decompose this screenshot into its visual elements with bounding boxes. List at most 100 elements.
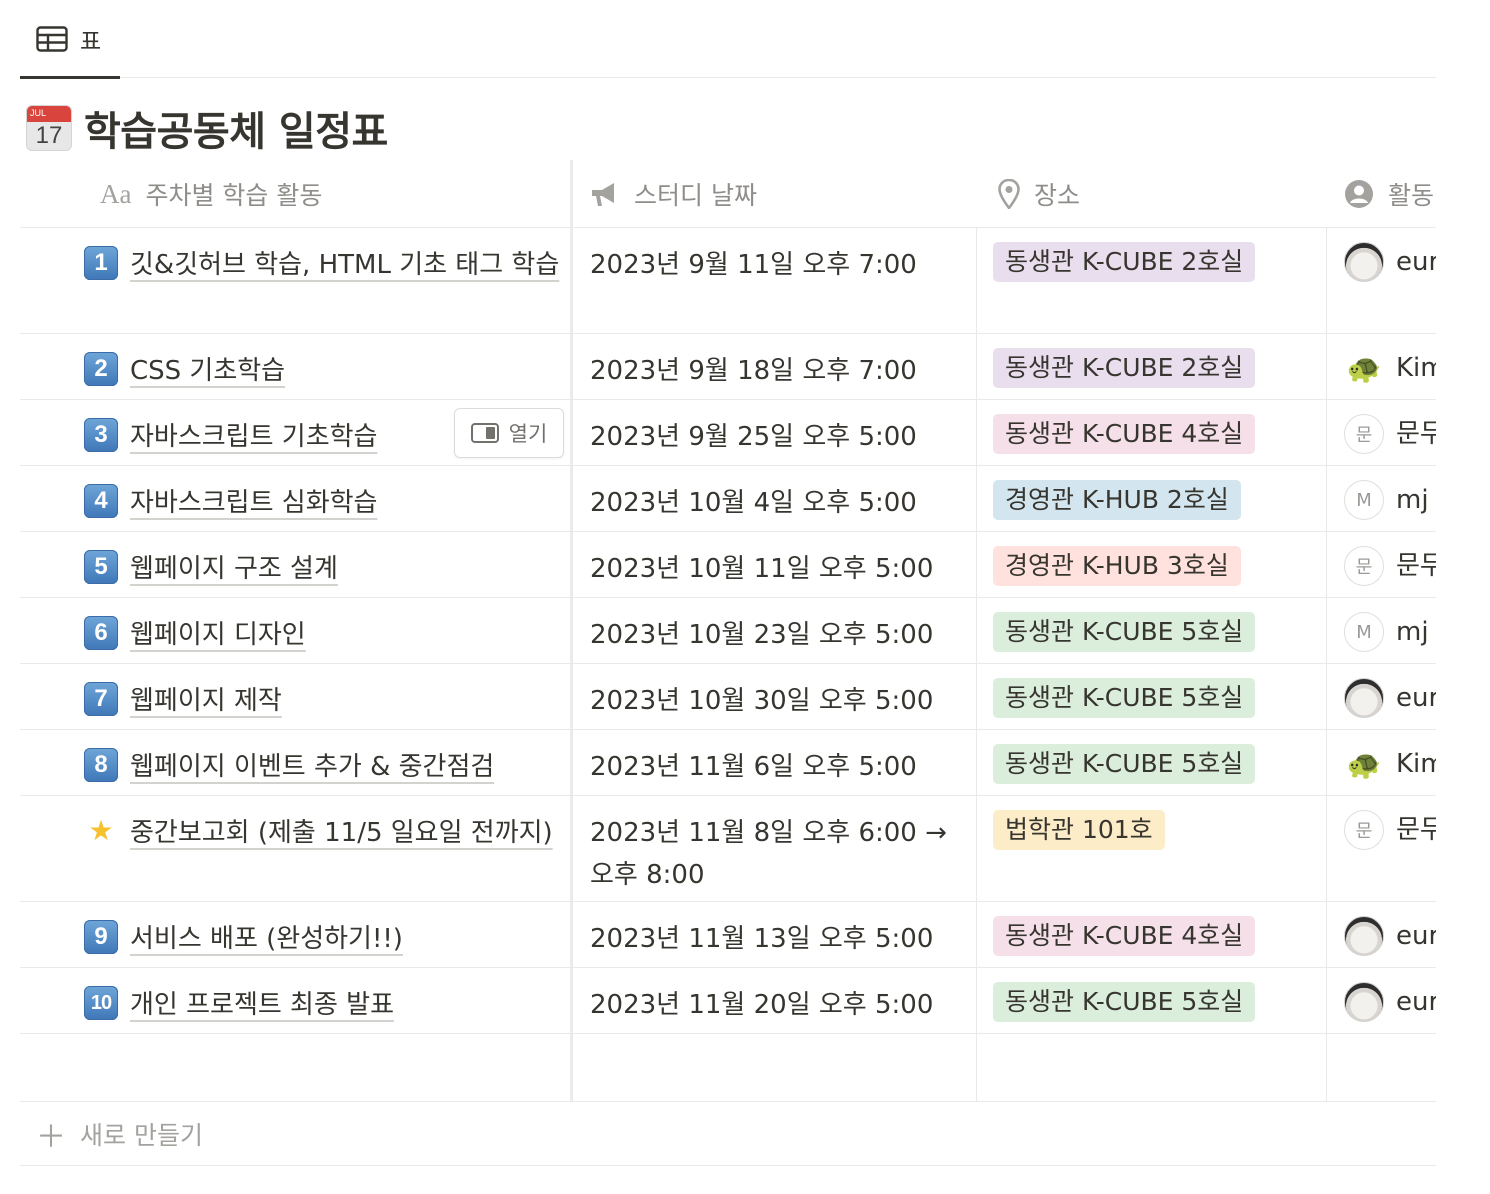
turtle-avatar-icon: 🐢 bbox=[1346, 351, 1382, 385]
place-cell[interactable]: 동생관 K-CUBE 5호실 bbox=[993, 664, 1327, 729]
place-cell[interactable]: 법학관 101호 bbox=[993, 796, 1327, 901]
person-name: Kim bbox=[1396, 749, 1436, 779]
date-text: 2023년 9월 11일 오후 7:00 bbox=[590, 250, 917, 280]
table-row[interactable]: 3 자바스크립트 기초학습 열기 2023년 9월 25일 오후 5:00 동생관 K-… bbox=[20, 400, 1436, 466]
column-header-place[interactable]: 장소 bbox=[998, 160, 1080, 228]
number-badge-icon: 5 bbox=[84, 549, 118, 584]
tab-table-view[interactable]: 표 bbox=[20, 0, 120, 79]
schedule-table: Aa 주차별 학습 활동 스터디 날짜 장소 활동 1 깃&깃허브 학습, HTM… bbox=[20, 160, 1436, 1102]
activity-cell[interactable]: 5 웹페이지 구조 설계 bbox=[84, 532, 574, 597]
activity-cell[interactable]: 3 자바스크립트 기초학습 bbox=[84, 400, 574, 465]
activity-title[interactable]: CSS 기초학습 bbox=[130, 356, 286, 386]
calendar-icon-month: JUL bbox=[30, 108, 47, 118]
new-row-button[interactable]: ＋ 새로 만들기 bbox=[20, 1102, 1436, 1166]
page-title-text: 학습공동체 일정표 bbox=[84, 109, 388, 155]
activity-title[interactable]: 웹페이지 구조 설계 bbox=[130, 554, 338, 584]
activity-cell[interactable]: 6 웹페이지 디자인 bbox=[84, 598, 574, 663]
date-cell[interactable]: 2023년 11월 20일 오후 5:00 bbox=[590, 968, 974, 1033]
table-row[interactable]: 6 웹페이지 디자인 2023년 10월 23일 오후 5:00 동생관 K-CUBE… bbox=[20, 598, 1436, 664]
table-row[interactable]: 8 웹페이지 이벤트 추가 & 중간점검 2023년 11월 6일 오후 5:00 동… bbox=[20, 730, 1436, 796]
person-cell[interactable]: eur bbox=[1344, 228, 1436, 333]
place-cell[interactable]: 동생관 K-CUBE 4호실 bbox=[993, 902, 1327, 967]
activity-title[interactable]: 웹페이지 제작 bbox=[130, 686, 282, 716]
place-tag: 동생관 K-CUBE 5호실 bbox=[993, 744, 1256, 784]
activity-cell[interactable]: 9 서비스 배포 (완성하기!!) bbox=[84, 902, 574, 967]
date-cell[interactable]: 2023년 11월 13일 오후 5:00 bbox=[590, 902, 974, 967]
date-cell[interactable]: 2023년 11월 6일 오후 5:00 bbox=[590, 730, 974, 795]
table-row[interactable]: 5 웹페이지 구조 설계 2023년 10월 11일 오후 5:00 경영관 K-HU… bbox=[20, 532, 1436, 598]
date-cell[interactable]: 2023년 9월 18일 오후 7:00 bbox=[590, 334, 974, 399]
place-cell[interactable]: 동생관 K-CUBE 5호실 bbox=[993, 730, 1327, 795]
date-text: 2023년 10월 23일 오후 5:00 bbox=[590, 620, 934, 650]
column-header-activity[interactable]: Aa 주차별 학습 활동 bbox=[100, 160, 322, 228]
date-cell[interactable]: 2023년 10월 23일 오후 5:00 bbox=[590, 598, 974, 663]
person-cell[interactable]: eur bbox=[1344, 968, 1436, 1033]
place-cell[interactable]: 경영관 K-HUB 3호실 bbox=[993, 532, 1327, 597]
person-cell[interactable]: 문 문두 bbox=[1344, 532, 1436, 597]
date-text: 2023년 11월 20일 오후 5:00 bbox=[590, 990, 934, 1020]
activity-title[interactable]: 웹페이지 디자인 bbox=[130, 620, 306, 650]
person-cell[interactable]: 🐢 Kim bbox=[1344, 730, 1436, 795]
table-row[interactable]: 10 개인 프로젝트 최종 발표 2023년 11월 20일 오후 5:00 동생관 … bbox=[20, 968, 1436, 1034]
place-cell[interactable]: 동생관 K-CUBE 4호실 bbox=[993, 400, 1327, 465]
activity-title[interactable]: 자바스크립트 심화학습 bbox=[130, 488, 378, 518]
person-cell[interactable]: 문 문두 bbox=[1344, 400, 1436, 465]
place-cell[interactable]: 동생관 K-CUBE 2호실 bbox=[993, 228, 1327, 333]
person-cell[interactable]: eur bbox=[1344, 664, 1436, 729]
table-row[interactable]: 1 깃&깃허브 학습, HTML 기초 태그 학습 2023년 9월 11일 오후 … bbox=[20, 228, 1436, 334]
view-tabbar: 표 bbox=[20, 0, 1436, 79]
date-text: 2023년 9월 18일 오후 7:00 bbox=[590, 356, 917, 386]
date-cell[interactable]: 2023년 9월 25일 오후 5:00 bbox=[590, 400, 974, 465]
activity-title[interactable]: 웹페이지 이벤트 추가 & 중간점검 bbox=[130, 752, 495, 782]
date-cell[interactable]: 2023년 10월 11일 오후 5:00 bbox=[590, 532, 974, 597]
person-name: 문두 bbox=[1396, 419, 1436, 449]
activity-cell[interactable]: 4 자바스크립트 심화학습 bbox=[84, 466, 574, 531]
place-cell[interactable]: 경영관 K-HUB 2호실 bbox=[993, 466, 1327, 531]
place-cell[interactable]: 동생관 K-CUBE 2호실 bbox=[993, 334, 1327, 399]
column-header-person[interactable]: 활동 bbox=[1344, 160, 1434, 228]
person-name: 문두 bbox=[1396, 815, 1436, 845]
person-name: eur bbox=[1396, 921, 1436, 951]
megaphone-icon bbox=[590, 180, 620, 208]
date-cell[interactable]: 2023년 11월 8일 오후 6:00 → 오후 8:00 bbox=[590, 796, 974, 901]
table-row[interactable]: 7 웹페이지 제작 2023년 10월 30일 오후 5:00 동생관 K-CUBE … bbox=[20, 664, 1436, 730]
place-cell[interactable]: 동생관 K-CUBE 5호실 bbox=[993, 598, 1327, 663]
activity-title[interactable]: 서비스 배포 (완성하기!!) bbox=[130, 924, 403, 954]
column-header-label: 스터디 날짜 bbox=[634, 181, 757, 210]
date-cell[interactable]: 2023년 10월 30일 오후 5:00 bbox=[590, 664, 974, 729]
activity-title[interactable]: 자바스크립트 기초학습 bbox=[130, 422, 378, 452]
person-cell[interactable]: 🐢 Kim bbox=[1344, 334, 1436, 399]
activity-title[interactable]: 개인 프로젝트 최종 발표 bbox=[130, 990, 394, 1020]
table-row[interactable]: 9 서비스 배포 (완성하기!!) 2023년 11월 13일 오후 5:00 동생관… bbox=[20, 902, 1436, 968]
place-tag: 동생관 K-CUBE 5호실 bbox=[993, 612, 1256, 652]
number-badge-icon: 4 bbox=[84, 483, 118, 518]
column-header-label: 장소 bbox=[1034, 181, 1081, 210]
person-cell[interactable]: eur bbox=[1344, 902, 1436, 967]
person-name: mj bbox=[1396, 485, 1429, 515]
activity-cell[interactable]: ★ 중간보고회 (제출 11/5 일요일 전까지) bbox=[84, 796, 574, 901]
table-row[interactable]: 4 자바스크립트 심화학습 2023년 10월 4일 오후 5:00 경영관 K-HU… bbox=[20, 466, 1436, 532]
open-page-button[interactable]: 열기 bbox=[454, 408, 564, 458]
place-cell[interactable]: 동생관 K-CUBE 5호실 bbox=[993, 968, 1327, 1033]
activity-cell[interactable]: 7 웹페이지 제작 bbox=[84, 664, 574, 729]
date-cell[interactable]: 2023년 10월 4일 오후 5:00 bbox=[590, 466, 974, 531]
activity-cell[interactable]: 2 CSS 기초학습 bbox=[84, 334, 574, 399]
empty-table-row[interactable] bbox=[20, 1034, 1436, 1102]
place-tag: 동생관 K-CUBE 5호실 bbox=[993, 678, 1256, 718]
activity-cell[interactable]: 1 깃&깃허브 학습, HTML 기초 태그 학습 bbox=[84, 228, 574, 333]
date-cell[interactable]: 2023년 9월 11일 오후 7:00 bbox=[590, 228, 974, 333]
place-tag: 동생관 K-CUBE 4호실 bbox=[993, 916, 1256, 956]
column-header-date[interactable]: 스터디 날짜 bbox=[590, 160, 757, 228]
activity-title[interactable]: 깃&깃허브 학습, HTML 기초 태그 학습 bbox=[130, 250, 560, 280]
activity-cell[interactable]: 8 웹페이지 이벤트 추가 & 중간점검 bbox=[84, 730, 574, 795]
place-tag: 동생관 K-CUBE 2호실 bbox=[993, 242, 1256, 282]
activity-title[interactable]: 중간보고회 (제출 11/5 일요일 전까지) bbox=[130, 818, 553, 848]
activity-cell[interactable]: 10 개인 프로젝트 최종 발표 bbox=[84, 968, 574, 1033]
column-divider-frozen bbox=[570, 160, 573, 1102]
table-row[interactable]: ★ 중간보고회 (제출 11/5 일요일 전까지) 2023년 11월 8일 오후 … bbox=[20, 796, 1436, 902]
table-row[interactable]: 2 CSS 기초학습 2023년 9월 18일 오후 7:00 동생관 K-CUBE … bbox=[20, 334, 1436, 400]
date-text: 2023년 11월 13일 오후 5:00 bbox=[590, 924, 934, 954]
person-cell[interactable]: 문 문두 bbox=[1344, 796, 1436, 901]
